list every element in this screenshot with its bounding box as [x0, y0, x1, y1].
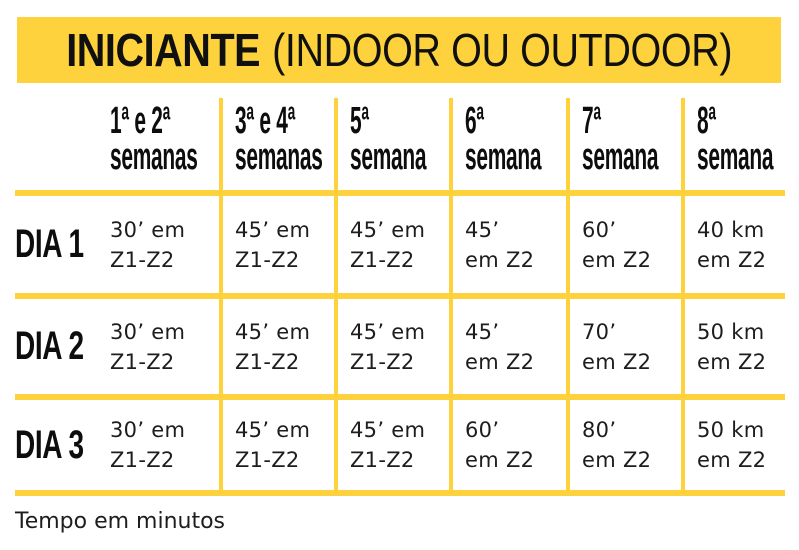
table-header-row: 1ª e 2ª semanas 3ª e 4ª semanas 5ª semana 6…	[15, 98, 785, 190]
column-header-line: 1ª e 2ª	[110, 100, 171, 142]
row-label-cell: DIA 1	[15, 196, 110, 293]
table-footnote: Tempo em minutos	[15, 509, 226, 534]
column-header-line: 7ª	[582, 100, 601, 142]
table-row-dia-3: DIA 3 30’ em Z1-Z2 45’ em Z1-Z2 45’ em Z1-Z…	[15, 400, 785, 490]
column-header-weeks-1-2: 1ª e 2ª semanas	[110, 98, 219, 190]
column-header-weeks-3-4: 3ª e 4ª semanas	[219, 98, 334, 190]
data-cell: 40 km em Z2	[681, 196, 785, 293]
column-header-line: 3ª e 4ª	[235, 100, 296, 142]
horizontal-divider	[15, 394, 785, 400]
column-header-week-8: 8ª semana	[681, 98, 785, 190]
data-cell: 45’ em Z1-Z2	[334, 196, 449, 293]
data-cell: 45’ em Z1-Z2	[219, 196, 334, 293]
data-cell: 50 km em Z2	[681, 400, 785, 490]
column-header-week-5: 5ª semana	[334, 98, 449, 190]
banner-title: INICIANTE	[66, 24, 260, 76]
data-cell: 45’ em Z1-Z2	[219, 400, 334, 490]
data-cell: 45’ em Z2	[449, 196, 566, 293]
data-cell: 50 km em Z2	[681, 299, 785, 394]
row-label: DIA 1	[15, 222, 84, 266]
column-header-line: 8ª	[697, 100, 716, 142]
column-header-line: 6ª	[465, 100, 484, 142]
horizontal-divider	[15, 490, 785, 496]
table-row-dia-1: DIA 1 30’ em Z1-Z2 45’ em Z1-Z2 45’ em Z1-Z…	[15, 196, 785, 293]
row-label-cell: DIA 2	[15, 299, 110, 394]
column-header-week-7: 7ª semana	[566, 98, 681, 190]
horizontal-divider	[15, 293, 785, 299]
column-header-line: semanas	[235, 136, 323, 178]
data-cell: 45’ em Z1-Z2	[334, 299, 449, 394]
header-corner-cell	[15, 98, 110, 190]
data-cell: 45’ em Z1-Z2	[334, 400, 449, 490]
data-cell: 30’ em Z1-Z2	[110, 418, 186, 472]
data-cell: 30’ em Z1-Z2	[110, 217, 186, 272]
column-header-line: semana	[582, 136, 659, 178]
data-cell: 45’ em Z2	[449, 299, 566, 394]
row-label-cell: DIA 3	[15, 400, 110, 490]
data-cell: 80’ em Z2	[566, 400, 681, 490]
table-row-dia-2: DIA 2 30’ em Z1-Z2 45’ em Z1-Z2 45’ em Z1-Z…	[15, 299, 785, 394]
data-cell: 70’ em Z2	[566, 299, 681, 394]
banner-text: INICIANTE (INDOOR OU OUTDOOR)	[66, 23, 732, 77]
training-plan-table: 1ª e 2ª semanas 3ª e 4ª semanas 5ª semana 6…	[15, 98, 785, 496]
column-header-line: 5ª	[350, 100, 369, 142]
column-header-week-6: 6ª semana	[449, 98, 566, 190]
horizontal-divider	[15, 190, 785, 196]
data-cell: 60’ em Z2	[566, 196, 681, 293]
column-header-line: semana	[465, 136, 542, 178]
title-banner: INICIANTE (INDOOR OU OUTDOOR)	[17, 17, 781, 83]
banner-subtitle: (INDOOR OU OUTDOOR)	[272, 24, 732, 76]
column-header-line: semanas	[110, 136, 198, 178]
data-cell: 45’ em Z1-Z2	[219, 299, 334, 394]
row-label: DIA 2	[15, 324, 84, 368]
column-header-line: semana	[697, 136, 774, 178]
row-label: DIA 3	[15, 422, 84, 467]
column-header-line: semana	[350, 136, 427, 178]
data-cell: 30’ em Z1-Z2	[110, 319, 186, 374]
data-cell: 60’ em Z2	[449, 400, 566, 490]
